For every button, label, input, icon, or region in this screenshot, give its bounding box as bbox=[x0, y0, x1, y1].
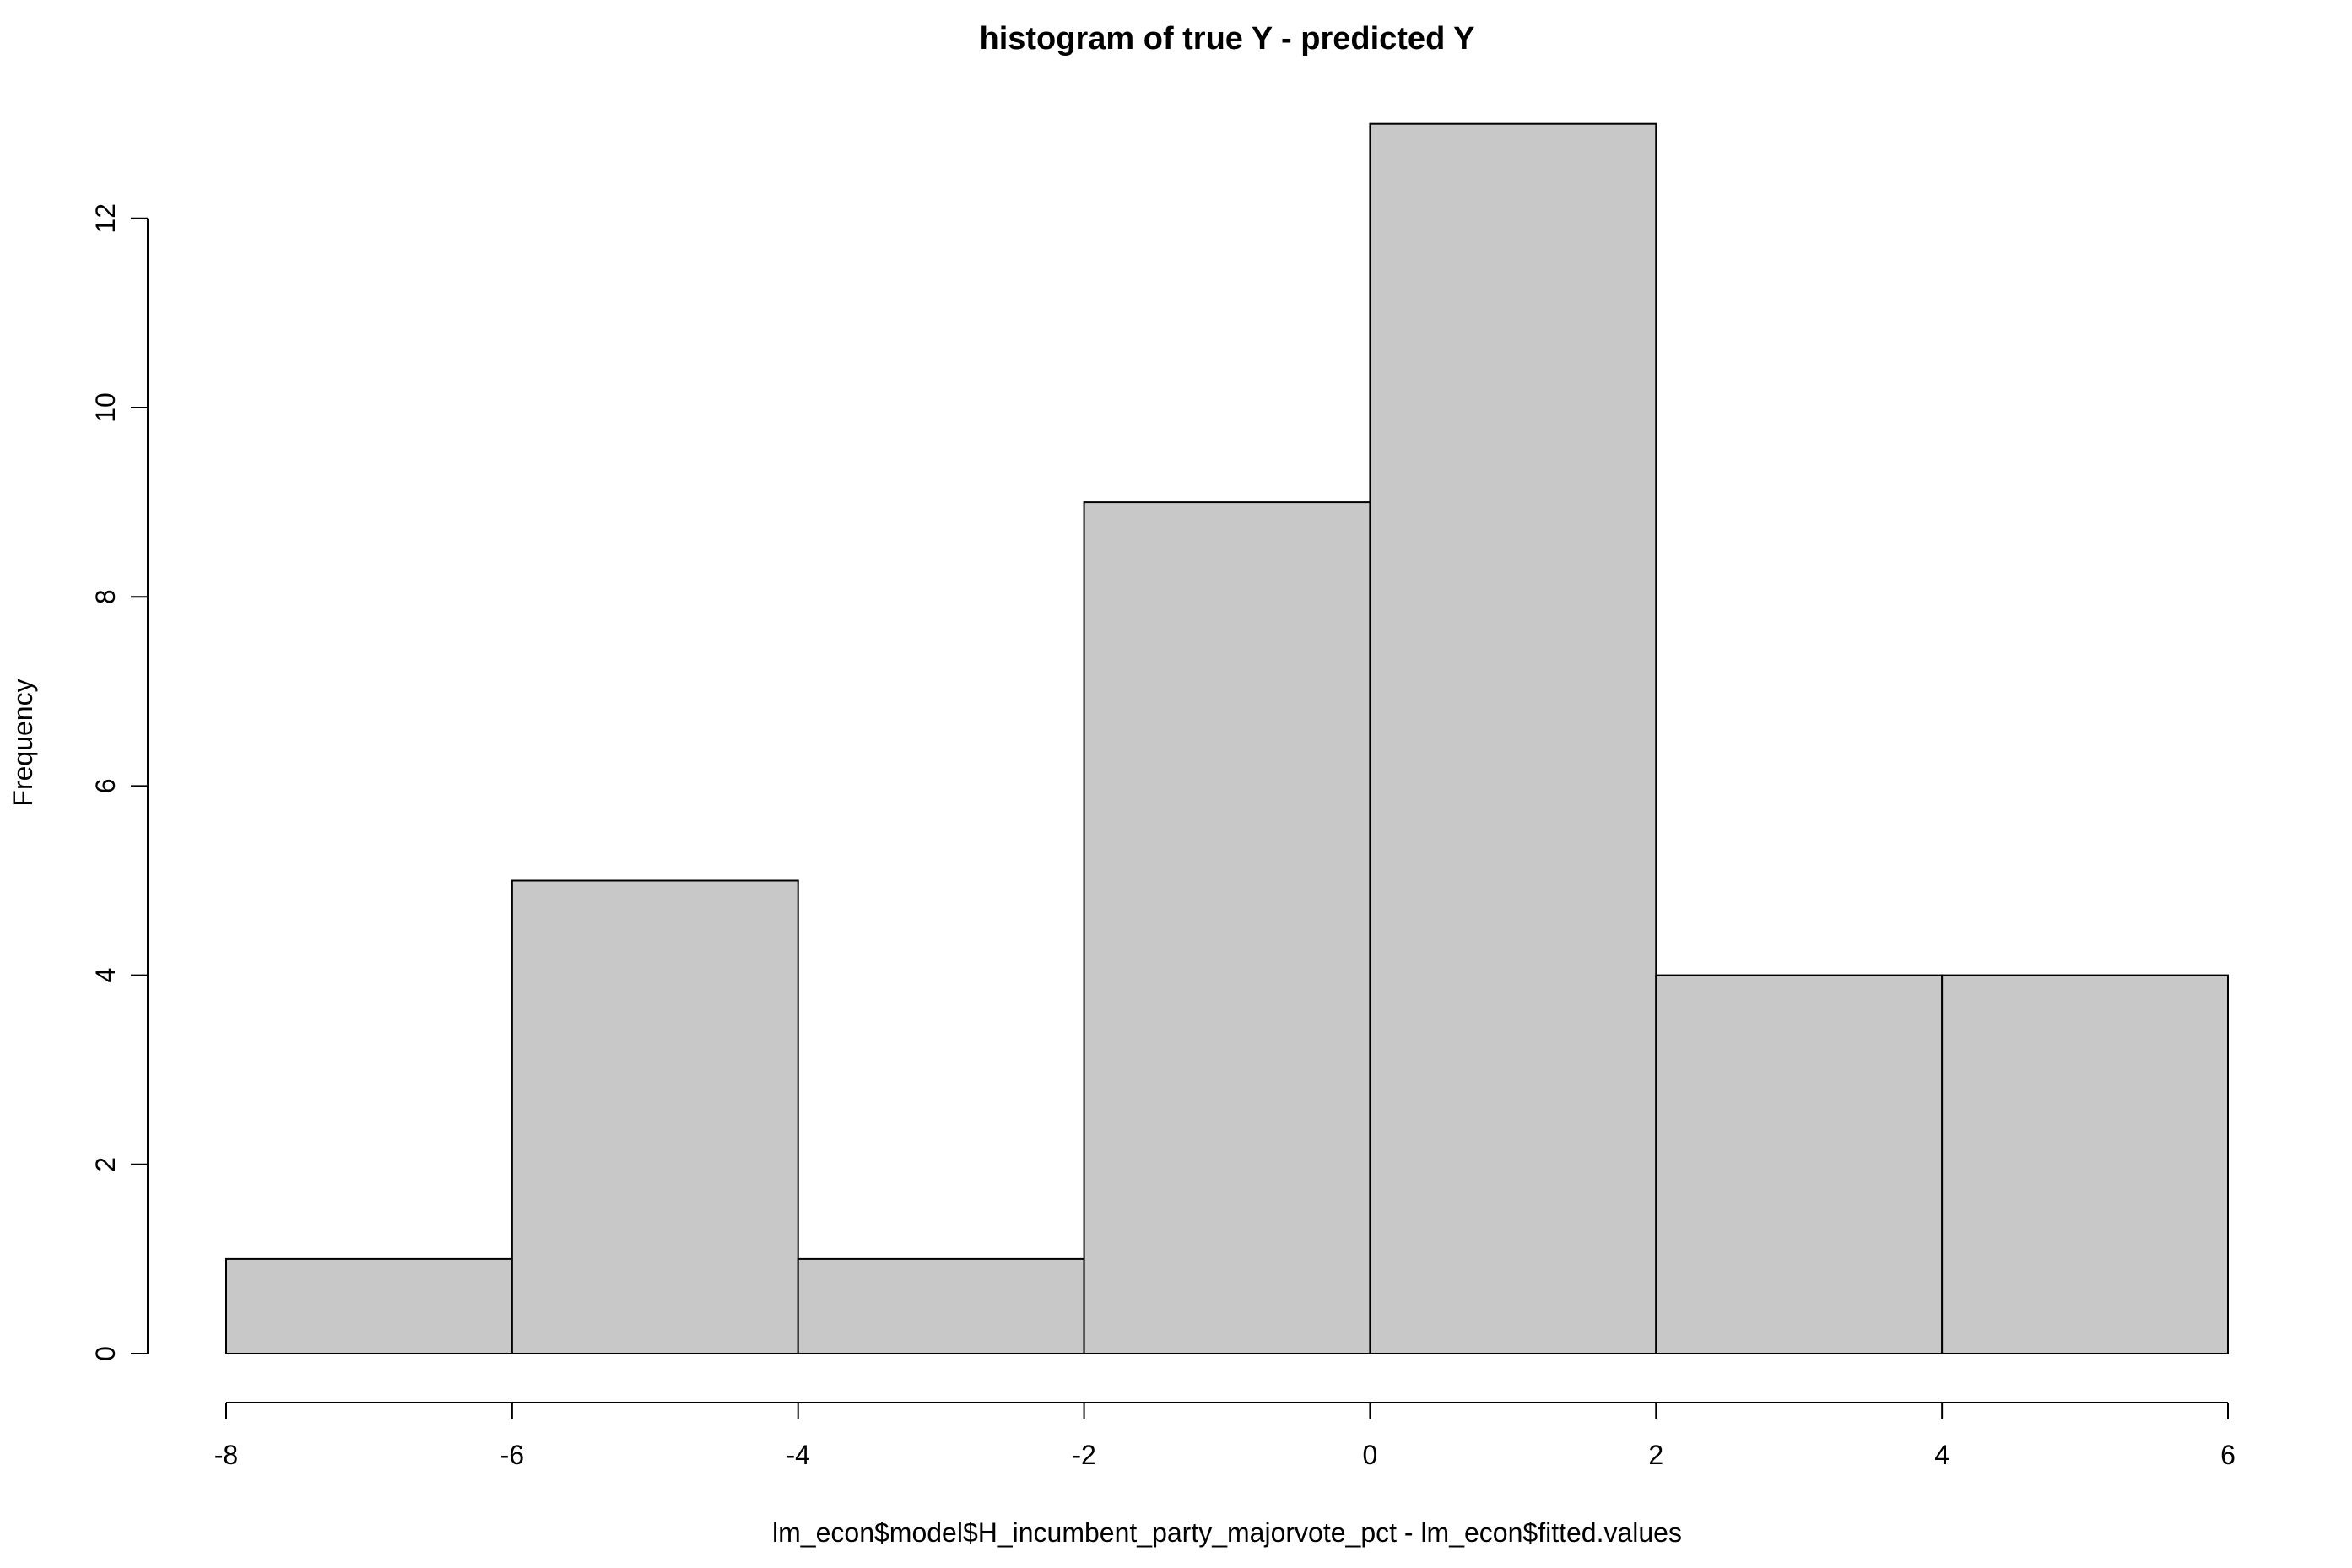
histogram-bar-6 bbox=[1655, 974, 1944, 1354]
y-tick-label: 10 bbox=[90, 392, 121, 423]
y-tick-label: 2 bbox=[90, 1157, 121, 1172]
x-tick-label: 0 bbox=[1363, 1440, 1378, 1470]
histogram-bar-1 bbox=[225, 1257, 513, 1355]
x-tick-label: 6 bbox=[2220, 1440, 2236, 1470]
y-axis-label: Frequency bbox=[8, 679, 38, 806]
y-tick-label: 0 bbox=[90, 1346, 121, 1361]
bars-group bbox=[225, 122, 2229, 1355]
x-tick-label: -8 bbox=[214, 1440, 238, 1470]
histogram-bar-3 bbox=[797, 1257, 1085, 1355]
x-tick-label: 4 bbox=[1934, 1440, 1949, 1470]
y-tick-label: 6 bbox=[90, 779, 121, 794]
y-tick-label: 8 bbox=[90, 589, 121, 604]
chart-title: histogram of true Y - predicted Y bbox=[979, 21, 1474, 57]
x-tick-label: -4 bbox=[786, 1440, 809, 1470]
x-axis: -8 -6 -4 -2 0 2 4 6 bbox=[214, 1402, 2236, 1470]
histogram-bar-5 bbox=[1369, 122, 1657, 1355]
y-tick-label: 4 bbox=[90, 968, 121, 983]
histogram-bar-4 bbox=[1083, 501, 1371, 1354]
y-axis: 0 2 4 6 8 10 12 bbox=[90, 203, 149, 1361]
y-tick-label: 12 bbox=[90, 203, 121, 234]
x-tick-label: -6 bbox=[500, 1440, 524, 1470]
histogram-bar-2 bbox=[511, 879, 799, 1354]
histogram-bar-7 bbox=[1941, 974, 2229, 1354]
x-tick-label: -2 bbox=[1072, 1440, 1095, 1470]
x-tick-label: 2 bbox=[1648, 1440, 1663, 1470]
x-axis-label: lm_econ$model$H_incumbent_party_majorvot… bbox=[772, 1517, 1682, 1548]
